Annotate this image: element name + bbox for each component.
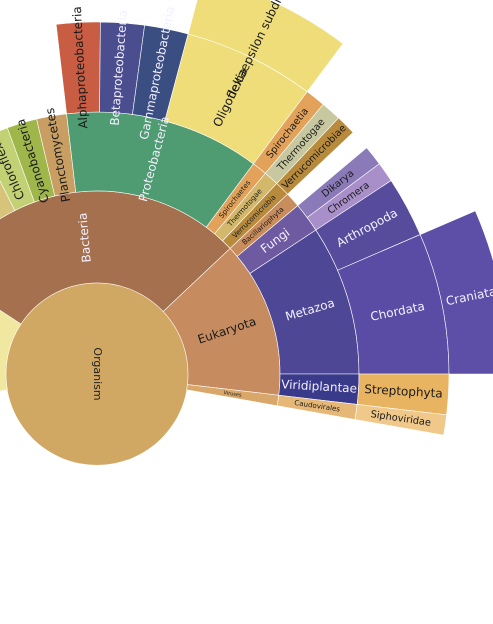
wedge-deltaepsilon-subdivisions[interactable] bbox=[187, 0, 344, 93]
label-organism: Organism bbox=[91, 347, 104, 400]
wedge-archaea[interactable] bbox=[0, 273, 22, 405]
label-streptophyta: Streptophyta bbox=[364, 382, 443, 401]
wedge-siphoviridae[interactable] bbox=[354, 404, 447, 436]
label-bacteria: Bacteria bbox=[75, 212, 93, 263]
label-alphaproteobacteria: Alphaproteobacteria bbox=[70, 6, 91, 129]
label-viruses: Viruses bbox=[223, 390, 242, 399]
label-viridiplantae: Viridiplantae bbox=[281, 377, 358, 395]
wedge-layer bbox=[0, 0, 493, 465]
wedge-organism[interactable] bbox=[6, 283, 188, 465]
